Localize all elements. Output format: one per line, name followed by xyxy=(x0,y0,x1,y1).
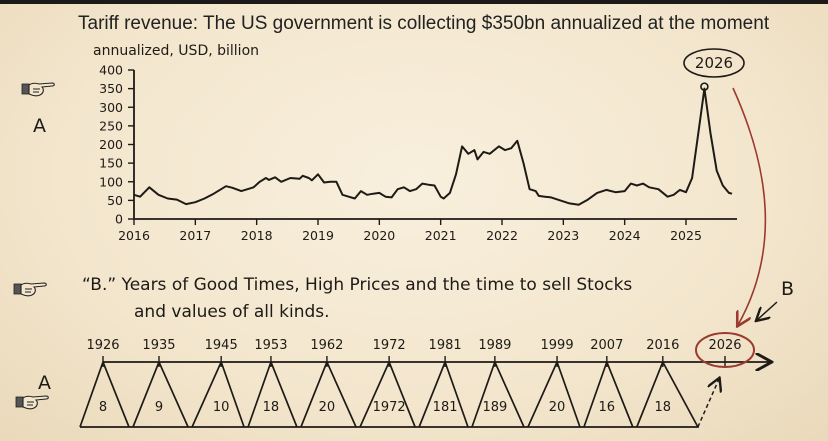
x-tick-label: 2016 xyxy=(118,228,150,243)
connector-arrow-red xyxy=(732,87,767,325)
y-tick-label: 300 xyxy=(99,100,123,115)
callout-2026-label: 2026 xyxy=(695,54,733,72)
series-line-tariff-revenue xyxy=(133,87,733,206)
x-tick-label: 2018 xyxy=(241,228,273,243)
cycle-triangle xyxy=(418,361,469,428)
y-tick-label: 350 xyxy=(99,81,123,96)
cycle-value-label: 189 xyxy=(482,400,507,415)
highlight-2026-circle xyxy=(695,332,755,368)
pointing-hand-icon xyxy=(15,395,49,410)
x-tick-label: 2021 xyxy=(425,228,457,243)
marker-b-arrow xyxy=(757,301,778,320)
cycle-value-label: 10 xyxy=(213,400,230,415)
timeline-year-label: 2007 xyxy=(590,338,623,353)
cycle-value-label: 18 xyxy=(263,400,280,415)
note-line-1: “B.” Years of Good Times, High Prices an… xyxy=(82,275,632,295)
paper-background xyxy=(0,4,828,441)
cycle-value-label: 18 xyxy=(655,400,672,415)
cycle-value-label: 20 xyxy=(319,400,336,415)
x-tick-label: 2022 xyxy=(486,228,518,243)
cycle-triangle xyxy=(527,361,581,428)
cycle-triangle xyxy=(191,361,245,428)
timeline-year-label: 2026 xyxy=(708,338,741,353)
timeline-year-label: 1962 xyxy=(310,338,343,353)
timeline-year-label: 1972 xyxy=(373,338,406,353)
cycle-triangle xyxy=(636,361,699,428)
cycle-triangle xyxy=(471,361,525,428)
cycle-triangle xyxy=(583,361,634,428)
y-tick-label: 50 xyxy=(107,193,123,208)
y-tick-label: 0 xyxy=(115,212,123,227)
timeline-year-label: 1953 xyxy=(254,338,287,353)
note-line-2: and values of all kinds. xyxy=(134,302,330,322)
cycle-value-label: 9 xyxy=(155,400,163,415)
projection-arrow-dashed xyxy=(697,379,719,428)
timeline-year-label: 1926 xyxy=(86,338,119,353)
x-tick-label: 2024 xyxy=(609,228,641,243)
cycle-value-label: 8 xyxy=(99,400,107,415)
cycle-triangle xyxy=(300,361,357,428)
y-axis-label: annualized, USD, billion xyxy=(93,43,259,59)
callout-2026-ellipse xyxy=(683,48,745,78)
y-tick-label: 150 xyxy=(99,156,123,171)
peak-marker xyxy=(700,82,709,91)
timeline-year-label: 1999 xyxy=(541,338,574,353)
timeline-year-label: 1981 xyxy=(429,338,462,353)
x-tick-label: 2025 xyxy=(670,228,702,243)
cycle-triangle xyxy=(79,361,130,428)
marker-b: B xyxy=(781,278,794,300)
cycle-triangle xyxy=(247,361,298,428)
y-tick-label: 200 xyxy=(99,137,123,152)
x-tick-label: 2023 xyxy=(547,228,579,243)
marker-a-bottom: A xyxy=(38,372,51,394)
y-tick-label: 400 xyxy=(99,63,123,78)
cycle-value-label: 16 xyxy=(599,400,616,415)
x-tick-label: 2019 xyxy=(302,228,334,243)
cycle-value-label: 181 xyxy=(433,400,458,415)
cycle-value-label: 1972 xyxy=(373,400,406,415)
pointing-hand-icon xyxy=(21,82,55,97)
cycle-triangle xyxy=(359,361,416,428)
timeline-year-label: 1935 xyxy=(142,338,175,353)
marker-a-top: A xyxy=(33,115,46,137)
chart-title: Tariff revenue: The US government is col… xyxy=(78,13,770,34)
x-axis: 2016 2017 2018 2019 2020 2021 2022 2023 2024 2025 xyxy=(118,218,737,243)
x-tick-label: 2020 xyxy=(363,228,395,243)
cycle-timeline: 1926 8 1935 9 1945 10 1953 18 1962 20 1972 1972 1981… xyxy=(79,338,770,428)
y-axis: 0 50 100 150 200 250 300 350 400 xyxy=(99,63,135,227)
y-tick-label: 100 xyxy=(99,174,123,189)
timeline-year-label: 2016 xyxy=(646,338,679,353)
timeline-year-label: 1989 xyxy=(478,338,511,353)
cycle-value-label: 20 xyxy=(549,400,566,415)
x-tick-label: 2017 xyxy=(179,228,211,243)
pointing-hand-icon xyxy=(13,282,47,297)
y-tick-label: 250 xyxy=(99,118,123,133)
cycle-triangle xyxy=(132,361,189,428)
timeline-year-label: 1945 xyxy=(205,338,238,353)
